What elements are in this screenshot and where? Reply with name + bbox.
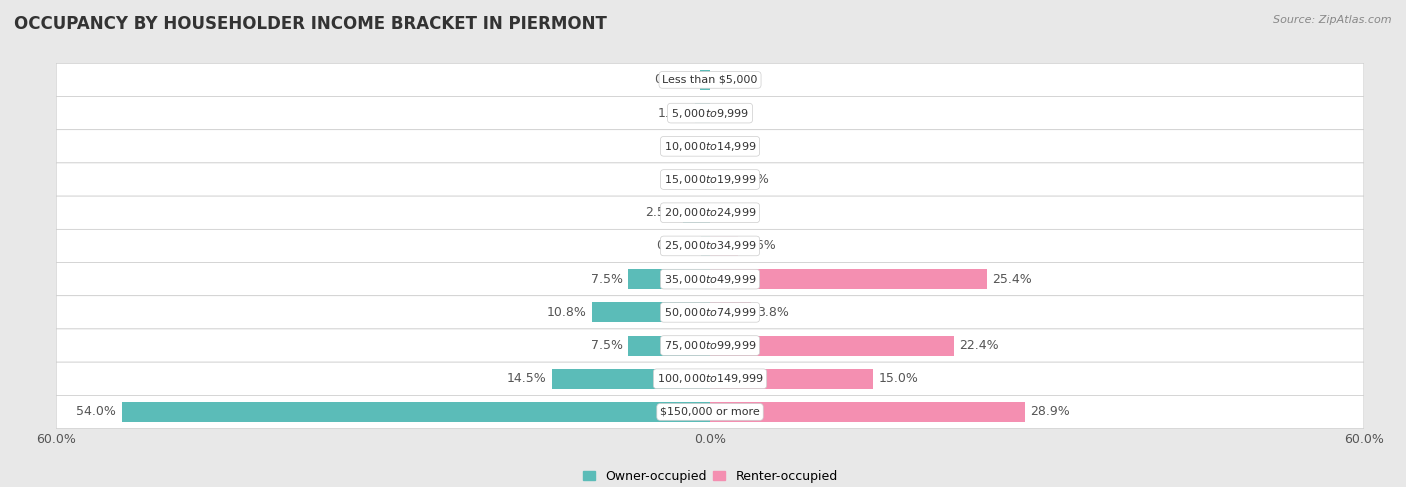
Text: 1.4%: 1.4% xyxy=(658,107,689,120)
Bar xyxy=(122,402,710,422)
Legend: Owner-occupied, Renter-occupied: Owner-occupied, Renter-occupied xyxy=(578,465,842,487)
Text: $5,000 to $9,999: $5,000 to $9,999 xyxy=(671,107,749,120)
FancyBboxPatch shape xyxy=(56,229,1364,262)
FancyBboxPatch shape xyxy=(56,196,1364,229)
Text: 2.5%: 2.5% xyxy=(645,206,678,219)
Text: 7.5%: 7.5% xyxy=(591,273,623,286)
FancyBboxPatch shape xyxy=(56,163,1364,196)
FancyBboxPatch shape xyxy=(56,395,1364,429)
Text: $100,000 to $149,999: $100,000 to $149,999 xyxy=(657,372,763,385)
Text: 0.0%: 0.0% xyxy=(672,140,704,153)
Text: 25.4%: 25.4% xyxy=(993,273,1032,286)
FancyBboxPatch shape xyxy=(56,362,1364,395)
Bar xyxy=(695,103,710,123)
FancyBboxPatch shape xyxy=(56,63,1364,96)
Bar xyxy=(710,169,731,189)
Text: 2.6%: 2.6% xyxy=(744,240,776,252)
Bar xyxy=(592,302,710,322)
Text: $10,000 to $14,999: $10,000 to $14,999 xyxy=(664,140,756,153)
Bar xyxy=(710,302,751,322)
Bar xyxy=(710,236,738,256)
Text: 28.9%: 28.9% xyxy=(1031,406,1070,418)
Bar xyxy=(710,369,873,389)
Text: 7.5%: 7.5% xyxy=(591,339,623,352)
Bar xyxy=(710,269,987,289)
Text: $15,000 to $19,999: $15,000 to $19,999 xyxy=(664,173,756,186)
Text: 0.96%: 0.96% xyxy=(654,74,695,86)
Text: $50,000 to $74,999: $50,000 to $74,999 xyxy=(664,306,756,319)
Text: Source: ZipAtlas.com: Source: ZipAtlas.com xyxy=(1274,15,1392,25)
Text: 0.0%: 0.0% xyxy=(716,107,748,120)
Bar xyxy=(710,336,955,356)
Text: 0.0%: 0.0% xyxy=(716,74,748,86)
Bar xyxy=(683,203,710,223)
FancyBboxPatch shape xyxy=(56,130,1364,163)
Bar xyxy=(700,70,710,90)
Text: 0.0%: 0.0% xyxy=(672,173,704,186)
Bar xyxy=(553,369,710,389)
Text: 2.0%: 2.0% xyxy=(737,173,769,186)
Text: 15.0%: 15.0% xyxy=(879,372,918,385)
Text: Less than $5,000: Less than $5,000 xyxy=(662,75,758,85)
FancyBboxPatch shape xyxy=(56,329,1364,362)
Text: 10.8%: 10.8% xyxy=(547,306,586,319)
Bar xyxy=(710,402,1025,422)
Bar xyxy=(702,236,710,256)
FancyBboxPatch shape xyxy=(56,296,1364,329)
Text: 0.0%: 0.0% xyxy=(716,140,748,153)
Text: $75,000 to $99,999: $75,000 to $99,999 xyxy=(664,339,756,352)
Text: 0.82%: 0.82% xyxy=(655,240,696,252)
Bar xyxy=(628,269,710,289)
Text: 3.8%: 3.8% xyxy=(756,306,789,319)
Text: $20,000 to $24,999: $20,000 to $24,999 xyxy=(664,206,756,219)
Text: $35,000 to $49,999: $35,000 to $49,999 xyxy=(664,273,756,286)
Text: 22.4%: 22.4% xyxy=(959,339,1000,352)
FancyBboxPatch shape xyxy=(56,262,1364,296)
Text: $25,000 to $34,999: $25,000 to $34,999 xyxy=(664,240,756,252)
Text: 0.0%: 0.0% xyxy=(716,206,748,219)
Text: 54.0%: 54.0% xyxy=(76,406,117,418)
Bar xyxy=(628,336,710,356)
Text: $150,000 or more: $150,000 or more xyxy=(661,407,759,417)
FancyBboxPatch shape xyxy=(56,96,1364,130)
Text: OCCUPANCY BY HOUSEHOLDER INCOME BRACKET IN PIERMONT: OCCUPANCY BY HOUSEHOLDER INCOME BRACKET … xyxy=(14,15,607,33)
Text: 14.5%: 14.5% xyxy=(506,372,547,385)
